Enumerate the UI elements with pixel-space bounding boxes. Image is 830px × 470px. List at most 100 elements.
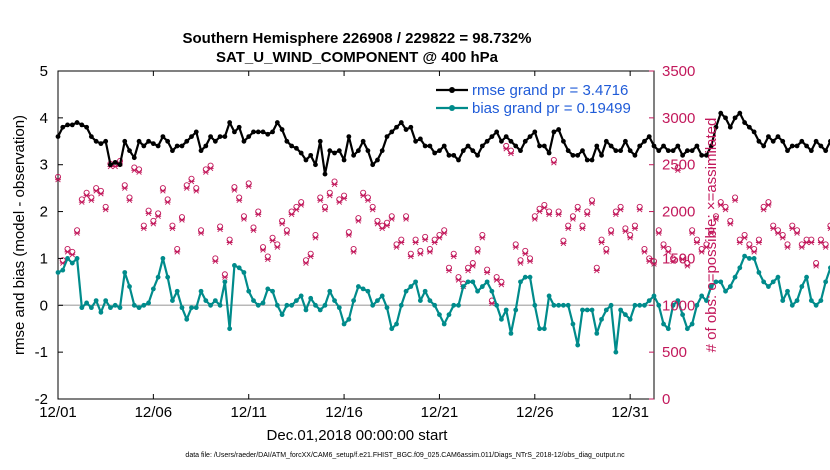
obs-assimilated-point: [527, 258, 534, 264]
rmse-point: [270, 129, 275, 135]
chart-title-line2: SAT_U_WIND_COMPONENT @ 400 hPa: [216, 49, 499, 66]
obs-assimilated-point: [660, 244, 667, 250]
rmse-point: [189, 134, 194, 140]
y-right-tick-label: 0: [662, 391, 670, 408]
rmse-point: [727, 124, 733, 130]
obs-assimilated-point: [221, 274, 228, 280]
obs-assimilated-point: [279, 221, 286, 227]
obs-assimilated-point: [69, 251, 76, 258]
bias-point: [799, 284, 805, 289]
obs-assimilated-point: [260, 247, 267, 253]
rmse-point: [761, 143, 767, 149]
bias-point: [818, 298, 824, 303]
obs-assimilated-point: [498, 281, 505, 288]
y-left-tick-label: 5: [40, 63, 48, 80]
obs-assimilated-point: [712, 216, 719, 222]
bias-point: [375, 298, 380, 303]
obs-assimilated-point: [155, 213, 162, 219]
rmse-point: [622, 138, 628, 144]
rmse-point: [127, 148, 132, 154]
bias-point: [704, 298, 709, 303]
obs-assimilated-point: [474, 249, 481, 255]
obs-assimilated-point: [93, 188, 100, 194]
obs-assimilated-point: [374, 221, 381, 227]
obs-assimilated-point: [250, 227, 257, 234]
bias-point: [675, 298, 681, 303]
obs-assimilated-point: [603, 249, 610, 255]
obs-assimilated-point: [236, 197, 243, 204]
rmse-point: [813, 138, 819, 144]
obs-assimilated-point: [83, 192, 90, 199]
bias-point: [456, 302, 461, 308]
obs-assimilated-point: [732, 197, 739, 204]
rmse-point: [513, 143, 519, 149]
rmse-point: [665, 148, 671, 154]
bias-point: [284, 302, 290, 308]
rmse-point: [589, 157, 595, 163]
rmse-point: [241, 138, 247, 144]
chart-title-line1: Southern Hemisphere 226908 / 229822 = 98…: [183, 30, 532, 47]
rmse-point: [236, 124, 242, 130]
bias-point: [198, 288, 204, 294]
bias-point: [751, 256, 757, 261]
y-axis-label-right: # of obs: o=possible; ×=assimilated: [703, 118, 720, 353]
obs-assimilated-point: [355, 218, 362, 224]
rmse-point: [565, 148, 571, 154]
rmse-point: [799, 138, 805, 144]
bias-point: [613, 349, 619, 355]
obs-assimilated-point: [226, 239, 233, 246]
rmse-point: [370, 162, 376, 168]
bias-point: [279, 312, 285, 318]
rmse-point: [627, 148, 633, 154]
bias-line: [57, 254, 830, 354]
bias-point: [451, 302, 457, 308]
obs-assimilated-point: [112, 163, 119, 170]
rmse-point: [775, 134, 781, 140]
rmse-point: [155, 143, 161, 149]
rmse-point: [522, 138, 528, 144]
obs-assimilated-point: [550, 160, 557, 166]
legend-marker-bias: [449, 105, 455, 111]
rmse-point: [580, 148, 585, 154]
obs-assimilated-point: [331, 181, 338, 188]
obs-assimilated-point: [593, 267, 600, 274]
rmse-point: [603, 138, 609, 144]
bias-point: [742, 253, 747, 259]
obs-assimilated-point: [231, 187, 238, 193]
obs-assimilated-point: [436, 235, 443, 241]
bias-point: [212, 298, 218, 303]
rmse-point: [174, 143, 180, 149]
rmse-point: [212, 138, 218, 144]
bias-point: [189, 305, 194, 311]
bias-point: [732, 274, 738, 280]
obs-assimilated-point: [193, 188, 200, 194]
rmse-point: [136, 138, 142, 144]
obs-assimilated-point: [198, 230, 205, 236]
rmse-point: [308, 152, 314, 158]
rmse-point: [88, 134, 94, 140]
obs-assimilated-point: [665, 249, 672, 255]
rmse-point: [570, 152, 576, 158]
y-right-tick-label: 2000: [662, 204, 695, 221]
obs-assimilated-point: [207, 165, 214, 172]
bias-point: [394, 321, 399, 327]
x-axis-label: Dec.01,2018 00:00:00 start: [267, 427, 449, 444]
bias-point: [236, 265, 242, 271]
bias-point: [551, 302, 557, 308]
bias-point: [437, 312, 442, 318]
y-right-tick-label: 500: [662, 344, 687, 361]
rmse-point: [93, 138, 99, 144]
bias-point: [222, 279, 228, 285]
rmse-point: [355, 148, 361, 154]
y-left-tick-label: -1: [35, 344, 48, 361]
rmse-point: [789, 143, 795, 149]
bias-point: [446, 312, 452, 318]
bias-point: [661, 321, 666, 327]
rmse-point: [408, 124, 414, 130]
bias-point: [646, 298, 652, 303]
bias-point: [93, 298, 99, 303]
rmse-point: [456, 157, 461, 163]
bias-point: [55, 270, 61, 275]
obs-assimilated-point: [674, 167, 681, 174]
rmse-point: [65, 122, 70, 128]
